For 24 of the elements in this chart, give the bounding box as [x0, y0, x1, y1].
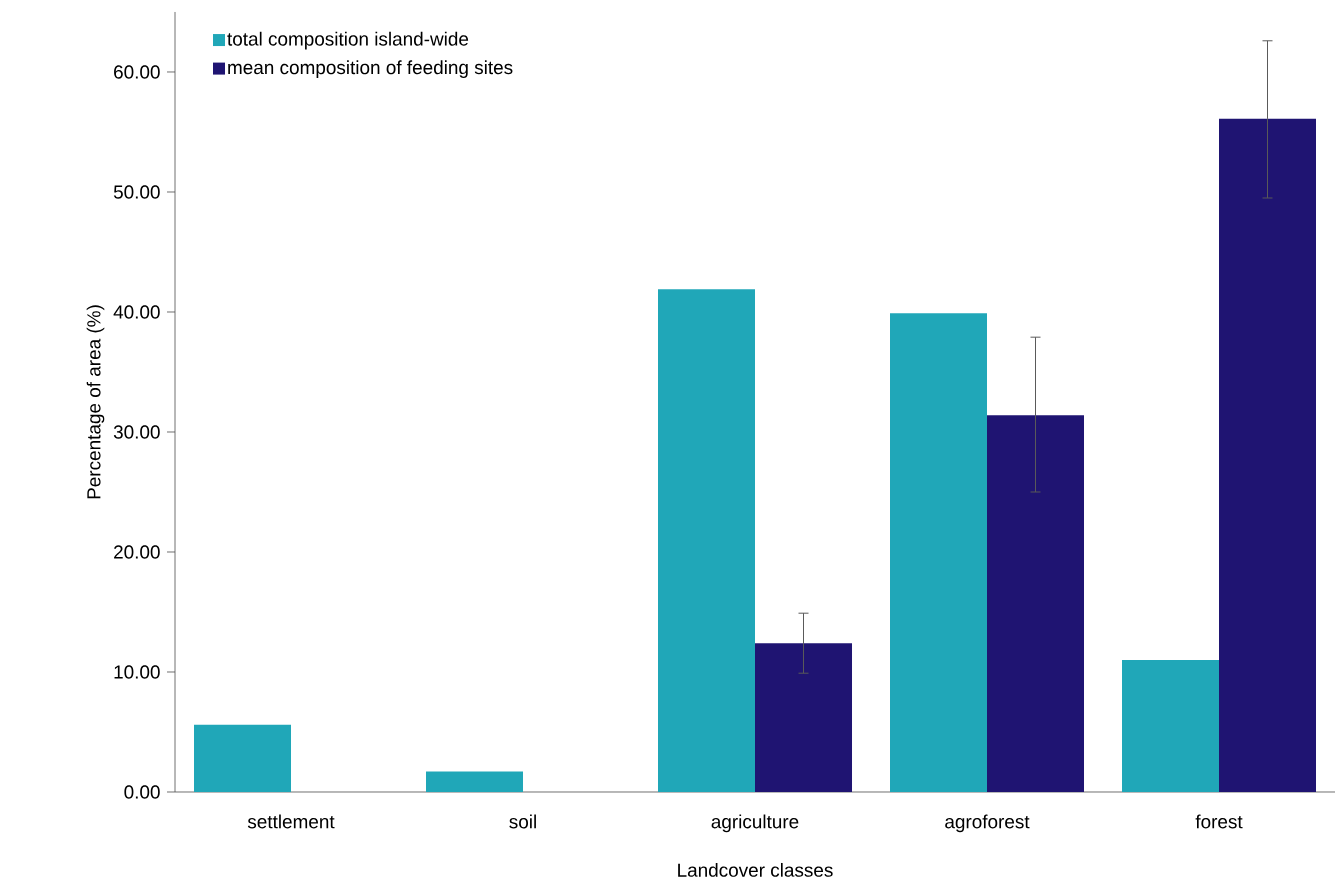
y-tick-label: 20.00	[114, 545, 160, 559]
bar	[1122, 660, 1219, 792]
bar	[755, 643, 853, 792]
legend-label: total composition island-wide	[227, 31, 469, 50]
x-tick-label: settlement	[247, 814, 335, 829]
x-tick-label: agroforest	[945, 814, 1030, 833]
bar	[890, 313, 988, 792]
legend-label: mean composition of feeding sites	[228, 60, 513, 78]
y-axis-title: Percentage of area (%)	[86, 305, 105, 499]
bar	[426, 771, 523, 792]
y-tick-label: 60.00	[114, 65, 160, 79]
x-tick-label: agriculture	[711, 814, 799, 833]
y-tick-label: 50.00	[113, 185, 160, 199]
x-axis-title: Landcover classes	[678, 862, 833, 877]
y-tick-label: 30.00	[113, 425, 160, 439]
x-tick-label: soil	[509, 814, 536, 829]
bar	[987, 415, 1085, 792]
bar	[1219, 118, 1317, 792]
y-tick-label: 10.00	[114, 665, 160, 679]
x-tick-label: forest	[1195, 814, 1243, 829]
bar	[658, 289, 756, 792]
bar	[194, 724, 292, 792]
y-tick-label: 0.00	[124, 785, 160, 799]
y-tick-label: 40.00	[113, 305, 160, 319]
